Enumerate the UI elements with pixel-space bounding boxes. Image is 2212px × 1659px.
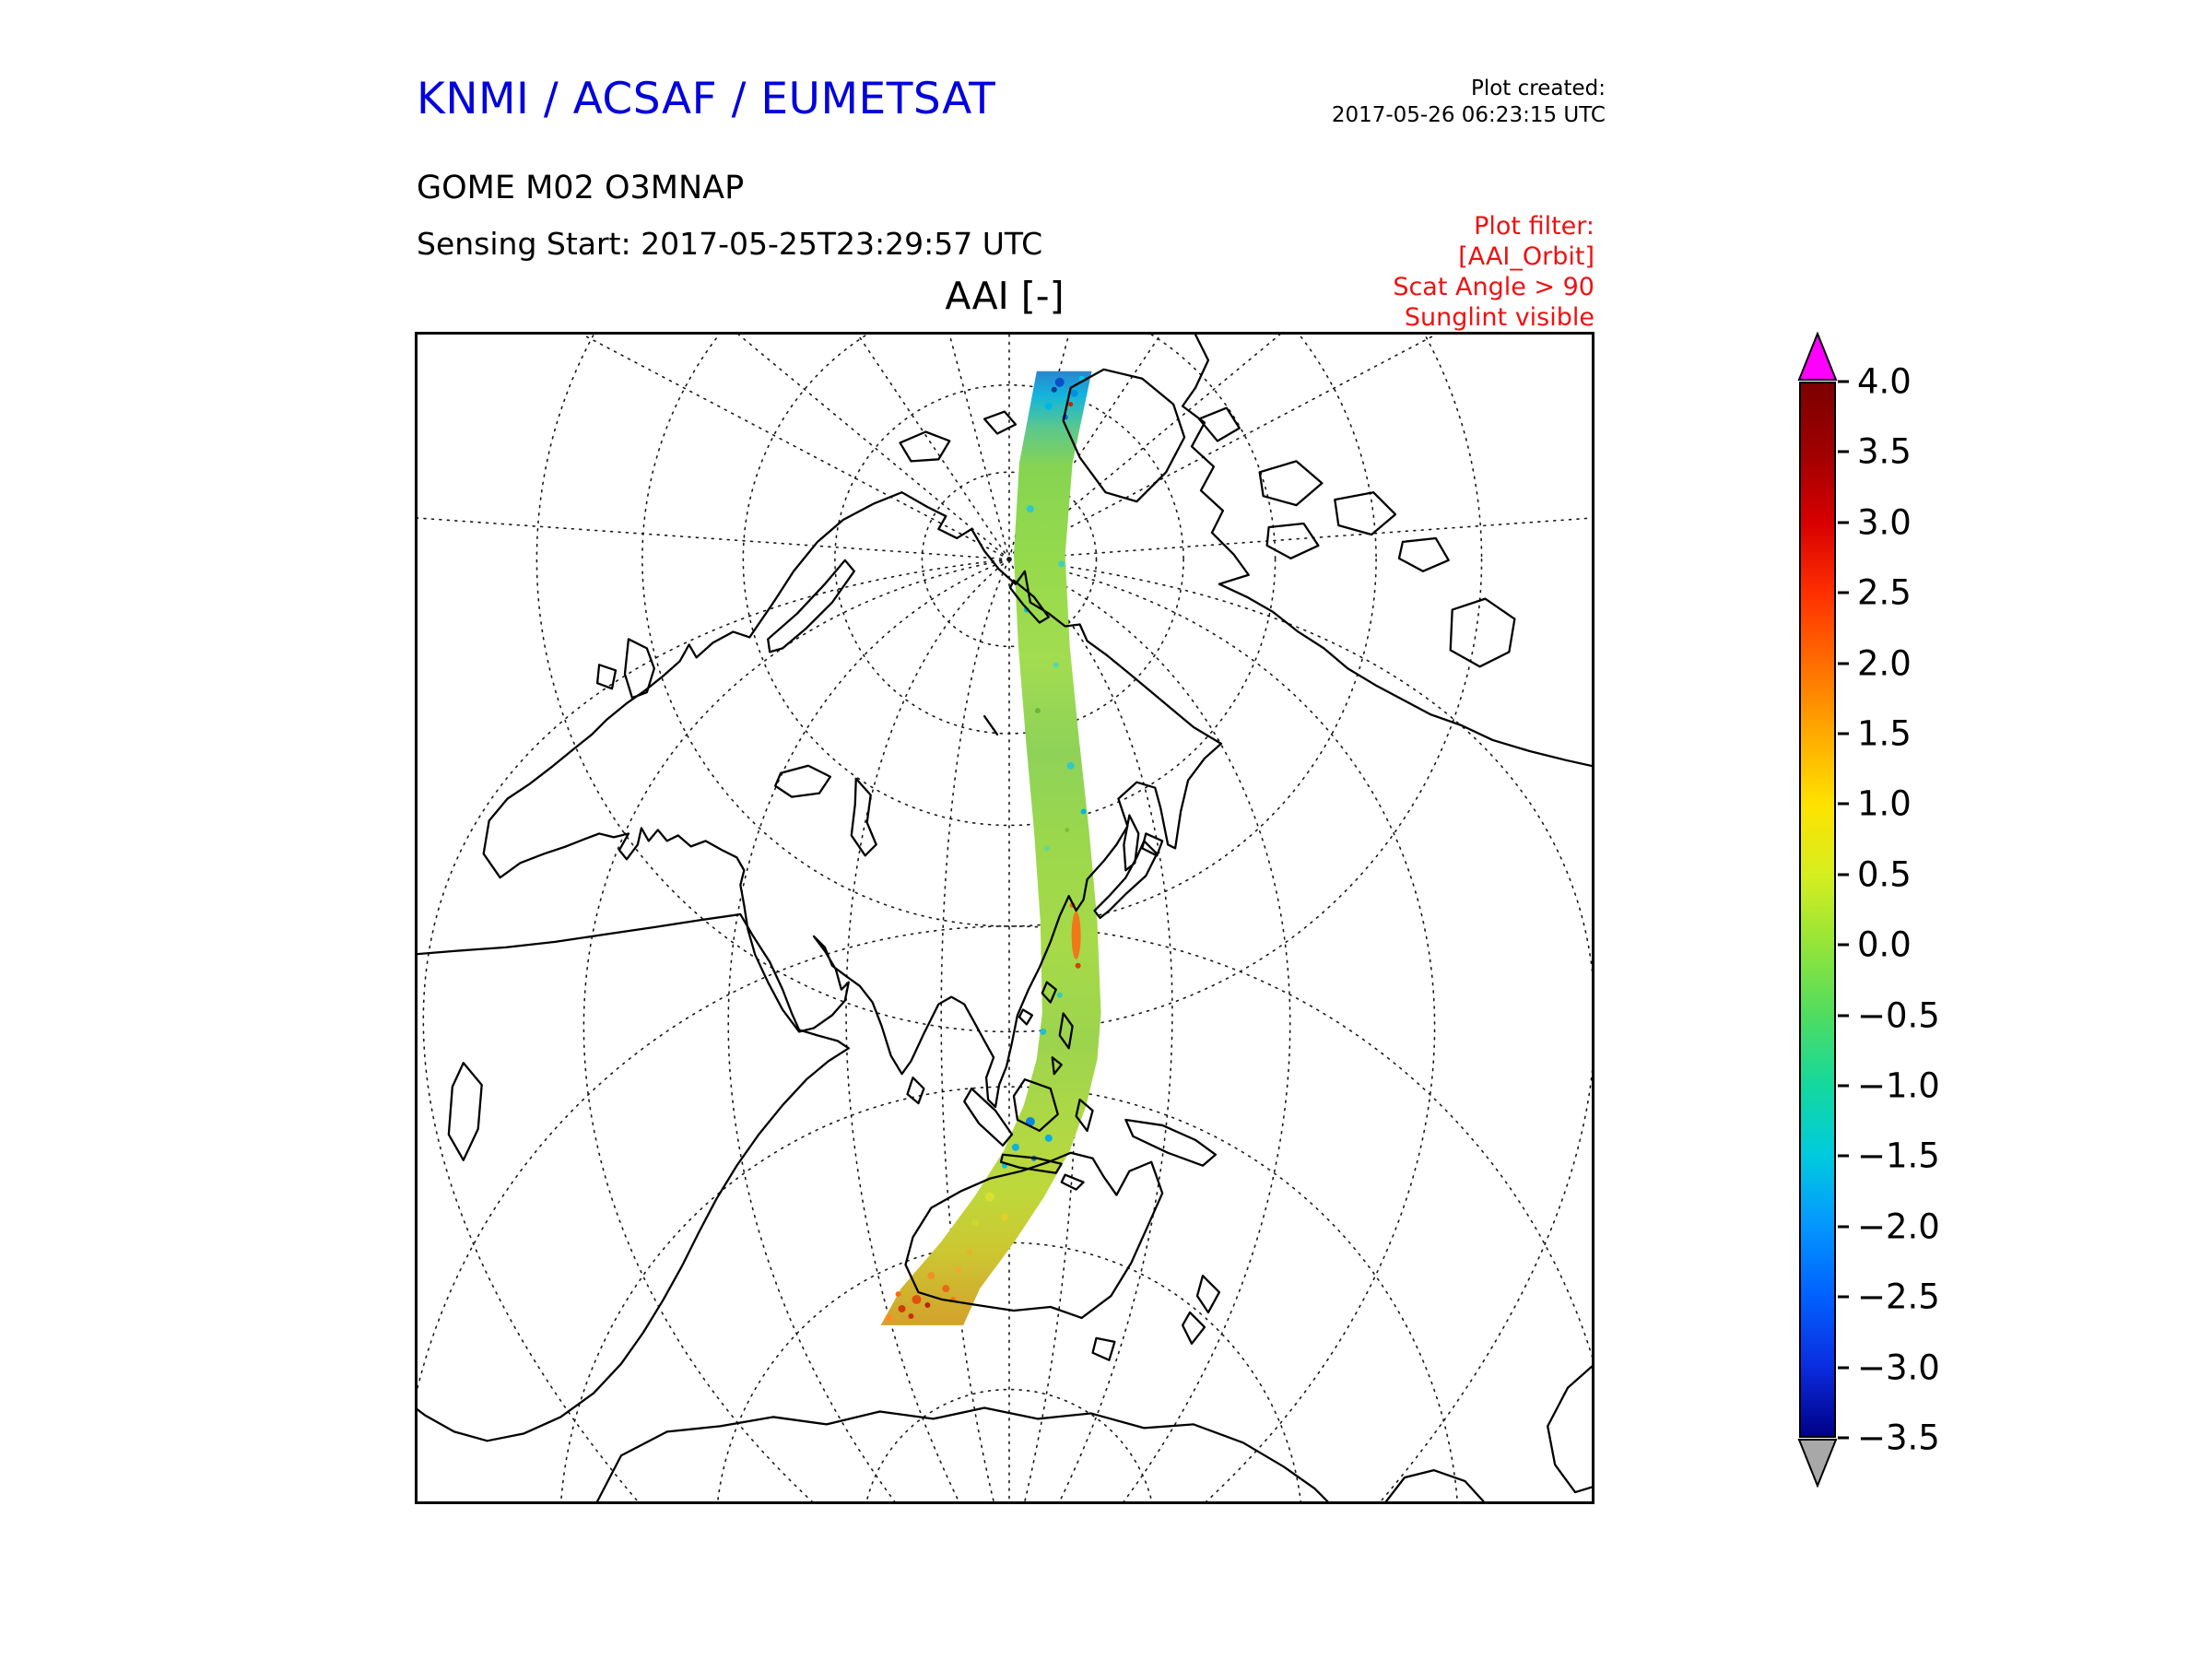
colorbar-tick: −0.5 xyxy=(1838,996,1940,1036)
colorbar-tick: 2.0 xyxy=(1838,644,1912,684)
tick-mark xyxy=(1838,1014,1849,1018)
tick-mark xyxy=(1838,521,1849,524)
colorbar-tick: −2.5 xyxy=(1838,1277,1940,1317)
plot-created-label: Plot created: xyxy=(1470,76,1606,100)
colorbar-over-arrow xyxy=(1797,332,1838,381)
plot-created-value: 2017-05-26 06:23:15 UTC xyxy=(1331,103,1606,127)
tick-label: −1.0 xyxy=(1857,1065,1940,1106)
plot-created: Plot created: 2017-05-26 06:23:15 UTC xyxy=(1332,76,1606,129)
tick-mark xyxy=(1838,943,1849,947)
tick-mark xyxy=(1838,1084,1849,1088)
tick-mark xyxy=(1838,380,1849,383)
tick-mark xyxy=(1838,732,1849,735)
tick-mark xyxy=(1838,802,1849,806)
colorbar-tick: 1.5 xyxy=(1838,714,1912,754)
sensing-start: Sensing Start: 2017-05-25T23:29:57 UTC xyxy=(417,226,1043,262)
filter-line: Sunglint visible xyxy=(1404,303,1594,332)
tick-label: −2.0 xyxy=(1857,1206,1940,1247)
tick-mark xyxy=(1838,1436,1849,1440)
tick-label: 0.0 xyxy=(1857,924,1912,965)
tick-mark xyxy=(1838,450,1849,453)
graticule xyxy=(418,335,1592,1501)
tick-label: −1.5 xyxy=(1857,1135,1940,1176)
tick-label: 4.0 xyxy=(1857,361,1912,402)
swath-band xyxy=(880,371,1101,1325)
tick-mark xyxy=(1838,1225,1849,1229)
tick-mark xyxy=(1838,873,1849,877)
tick-label: 1.5 xyxy=(1857,713,1912,754)
colorbar-tick: −1.0 xyxy=(1838,1066,1940,1106)
tick-mark xyxy=(1838,1295,1849,1299)
tick-label: −0.5 xyxy=(1857,995,1940,1036)
tick-label: −3.5 xyxy=(1857,1418,1940,1458)
colorbar-tick: −3.5 xyxy=(1838,1418,1940,1458)
colorbar-tick: 3.5 xyxy=(1838,432,1912,472)
tick-label: 3.5 xyxy=(1857,431,1912,472)
filter-line: [AAI_Orbit] xyxy=(1458,242,1594,271)
tick-label: −2.5 xyxy=(1857,1277,1940,1317)
tick-mark xyxy=(1838,662,1849,665)
tick-mark xyxy=(1838,591,1849,594)
map-frame xyxy=(415,332,1594,1504)
aai-swath xyxy=(880,371,1101,1325)
filter-line: Scat Angle > 90 xyxy=(1393,273,1594,301)
colorbar-gradient-bar xyxy=(1799,382,1836,1438)
tick-label: 2.0 xyxy=(1857,643,1912,684)
tick-label: −3.0 xyxy=(1857,1347,1940,1388)
colorbar-tick: 1.0 xyxy=(1838,784,1912,824)
colorbar-tick: −1.5 xyxy=(1838,1136,1940,1176)
colorbar-tick: 0.5 xyxy=(1838,855,1912,895)
colorbar-under-arrow xyxy=(1797,1439,1838,1488)
tick-label: 1.0 xyxy=(1857,783,1912,824)
tick-label: 3.0 xyxy=(1857,502,1912,543)
tick-mark xyxy=(1838,1154,1849,1158)
colorbar-tick: −3.0 xyxy=(1838,1348,1940,1388)
colorbar-tick: 4.0 xyxy=(1838,362,1912,402)
colorbar-tick: 2.5 xyxy=(1838,573,1912,613)
plot-title: AAI [-] xyxy=(945,274,1065,318)
coastlines xyxy=(418,335,1592,1501)
product-name: GOME M02 O3MNAP xyxy=(417,170,745,206)
filter-line: Plot filter: xyxy=(1474,212,1594,241)
colorbar-tick: 0.0 xyxy=(1838,925,1912,965)
tick-label: 0.5 xyxy=(1857,854,1912,895)
colorbar: 4.0 3.5 3.0 2.5 2.0 1.5 1.0 0.5 0.0 −0.5… xyxy=(1797,332,2212,1539)
tick-label: 2.5 xyxy=(1857,572,1912,613)
tick-mark xyxy=(1838,1366,1849,1370)
org-title: KNMI / ACSAF / EUMETSAT xyxy=(417,74,996,124)
plot-filter: Plot filter: [AAI_Orbit] Scat Angle > 90… xyxy=(1393,211,1594,333)
map-canvas xyxy=(418,335,1592,1501)
colorbar-tick: −2.0 xyxy=(1838,1207,1940,1247)
colorbar-tick: 3.0 xyxy=(1838,503,1912,543)
